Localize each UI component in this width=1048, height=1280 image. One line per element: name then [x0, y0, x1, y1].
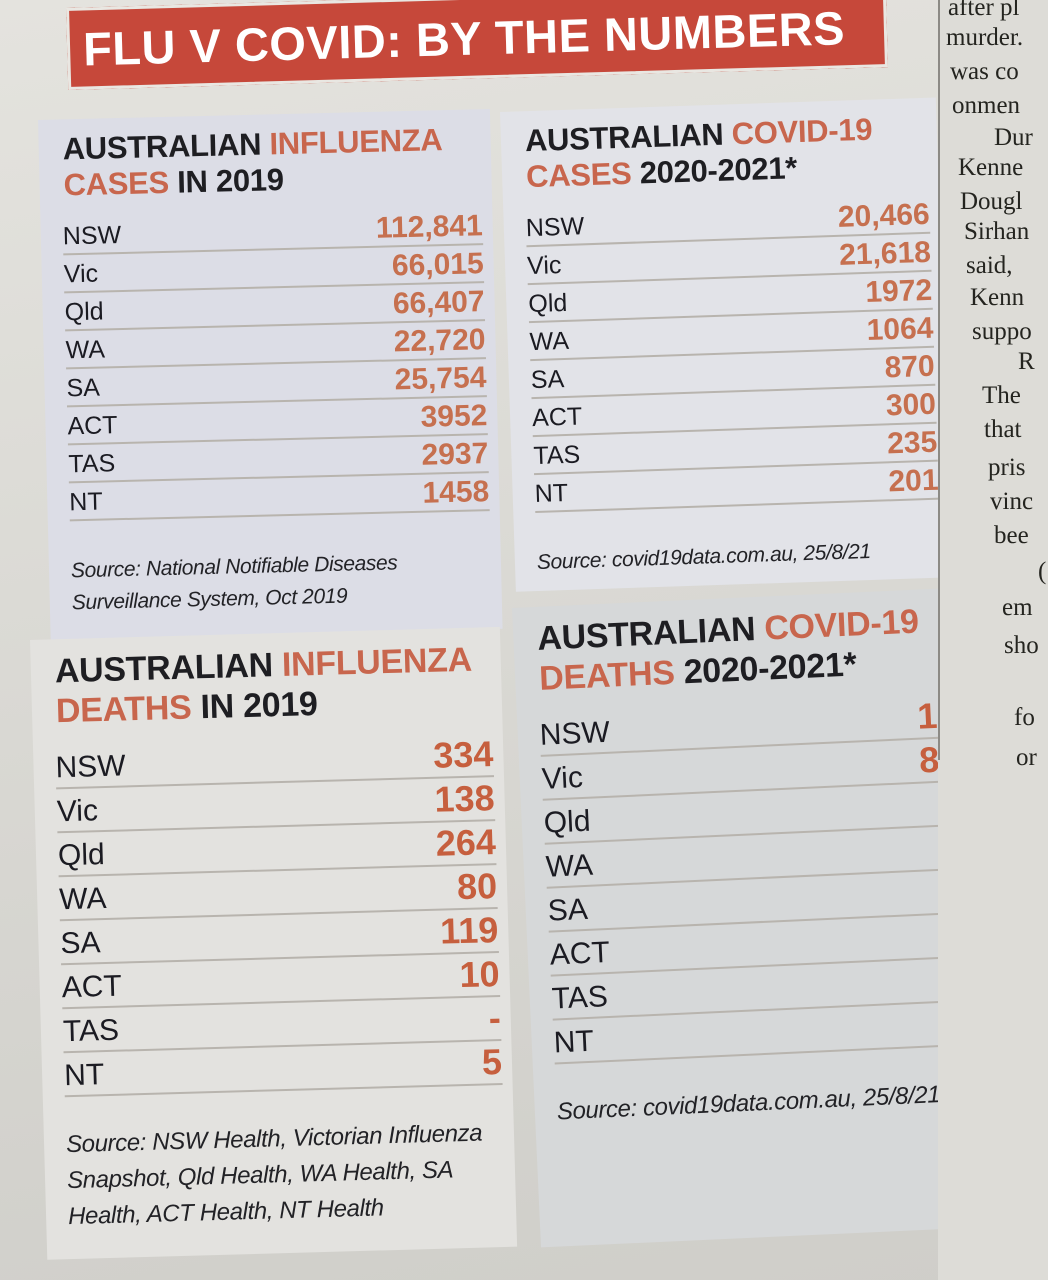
state-label: SA — [530, 365, 565, 395]
covid-cases-panel: AUSTRALIAN COVID-19 CASES 2020-2021* NSW… — [500, 97, 952, 592]
stat-value: 25,754 — [394, 361, 487, 397]
state-label: ACT — [531, 402, 583, 433]
article-fragment: onmen — [952, 92, 1021, 119]
state-label: TAS — [62, 1013, 120, 1049]
article-fragment: suppo — [972, 318, 1032, 345]
article-fragment: Dur — [994, 124, 1033, 151]
article-fragment: pris — [988, 454, 1026, 481]
state-label: ACT — [67, 411, 118, 441]
state-label: Qld — [543, 804, 592, 840]
state-label: NSW — [525, 212, 585, 243]
source-note: Source: NSW Health, Victorian Influenza … — [65, 1119, 483, 1231]
article-fragment: said, — [966, 252, 1013, 279]
state-label: WA — [545, 848, 594, 884]
state-label: Qld — [64, 297, 104, 327]
stat-value: 2937 — [421, 437, 489, 472]
article-fragment: was co — [950, 58, 1019, 85]
article-fragment: vinc — [990, 488, 1034, 515]
state-label: TAS — [532, 440, 581, 471]
source-note: Source: covid19data.com.au, 25/8/21 — [556, 1081, 941, 1126]
stat-value: 870 — [884, 349, 936, 385]
state-label: Qld — [527, 288, 568, 319]
state-label: TAS — [551, 980, 609, 1016]
article-fragment: sho — [1004, 632, 1039, 659]
state-label: Vic — [541, 760, 584, 796]
stat-value: 1458 — [422, 475, 490, 510]
stat-value: 300 — [885, 387, 937, 423]
state-label: NSW — [539, 715, 611, 752]
column-divider — [938, 0, 940, 760]
covid-deaths-panel: AUSTRALIAN COVID-19 DEATHS 2020-2021* NS… — [512, 586, 1011, 1248]
article-fragment: em — [1002, 594, 1033, 621]
article-fragment: murder. — [946, 24, 1024, 51]
state-label: SA — [547, 892, 589, 928]
state-label: NSW — [62, 221, 122, 251]
headline-title: FLU V COVID: BY THE NUMBERS — [82, 0, 846, 76]
state-label: NT — [534, 478, 569, 509]
stat-value: - — [488, 997, 502, 1039]
stat-value: 66,015 — [391, 247, 485, 283]
state-label: TAS — [68, 449, 116, 479]
stat-value: 21,618 — [838, 235, 932, 272]
state-label: WA — [58, 881, 107, 917]
article-fragment: fo — [1014, 704, 1035, 731]
state-label: WA — [65, 335, 106, 365]
state-label: NT — [69, 487, 104, 517]
stat-value: 334 — [432, 733, 494, 776]
article-fragment: The — [982, 382, 1021, 409]
state-label: NT — [63, 1058, 105, 1093]
stat-value: 22,720 — [393, 323, 486, 359]
state-label: ACT — [61, 969, 123, 1005]
state-label: ACT — [549, 935, 611, 972]
article-fragment: or — [1016, 744, 1037, 771]
state-label: WA — [529, 326, 570, 357]
headline-banner: FLU V COVID: BY THE NUMBERS — [66, 0, 888, 90]
stat-value: 3952 — [420, 399, 488, 434]
stat-value: 201 — [887, 463, 939, 499]
stat-value: 5 — [481, 1040, 503, 1083]
flu-deaths-heading: AUSTRALIAN INFLUENZA DEATHS IN 2019 — [54, 640, 473, 731]
adjacent-article-column: after pl murder. was co onmen Dur Kenne … — [938, 0, 1048, 1280]
stat-value: 10 — [458, 953, 501, 996]
stat-value: 66,407 — [392, 285, 485, 321]
stat-value: 112,841 — [375, 209, 484, 245]
article-fragment: ( — [1038, 558, 1047, 585]
covid-deaths-heading: AUSTRALIAN COVID-19 DEATHS 2020-2021* — [536, 602, 920, 698]
flu-cases-heading: AUSTRALIAN INFLUENZA CASES IN 2019 — [62, 122, 443, 203]
stat-value: 20,466 — [837, 197, 931, 234]
state-label: Vic — [56, 794, 99, 829]
stat-value: 1064 — [866, 311, 934, 347]
article-fragment: after pl — [948, 0, 1020, 21]
state-label: NT — [553, 1024, 595, 1060]
source-note: Source: covid19data.com.au, 25/8/21 — [536, 539, 872, 575]
covid-cases-heading: AUSTRALIAN COVID-19 CASES 2020-2021* — [524, 111, 873, 195]
stat-value: 1972 — [864, 273, 933, 309]
state-label: SA — [60, 926, 101, 961]
stat-value: 119 — [439, 909, 499, 952]
article-fragment: Kenn — [970, 284, 1025, 311]
article-fragment: Sirhan — [964, 218, 1030, 245]
flu-cases-table: NSW 112,841 Vic 66,015 Qld 66,407 WA 22,720 … — [62, 207, 490, 522]
stat-value: 264 — [435, 821, 497, 864]
covid-cases-table: NSW 20,466 Vic 21,618 Qld 1972 WA 1064 SA 870… — [525, 195, 940, 514]
state-label: Qld — [57, 838, 106, 873]
article-fragment: R — [1018, 348, 1035, 375]
state-label: Vic — [526, 251, 562, 281]
article-fragment: bee — [994, 522, 1029, 549]
article-fragment: that — [984, 416, 1022, 443]
stat-value: 235 — [886, 425, 938, 461]
stat-value: 80 — [456, 865, 498, 908]
source-note: Source: National Notifiable Diseases Sur… — [70, 551, 398, 615]
article-fragment: Kenne — [958, 154, 1024, 181]
state-label: Vic — [63, 259, 99, 289]
article-fragment: Dougl — [960, 188, 1023, 215]
flu-deaths-panel: AUSTRALIAN INFLUENZA DEATHS IN 2019 NSW 3… — [30, 626, 518, 1260]
state-label: SA — [66, 373, 101, 403]
state-label: NSW — [55, 749, 127, 785]
flu-deaths-table: NSW 334 Vic 138 Qld 264 WA 80 SA 119 ACT 10 TA… — [54, 733, 503, 1098]
stat-value: 138 — [433, 777, 496, 820]
flu-cases-panel: AUSTRALIAN INFLUENZA CASES IN 2019 NSW 11… — [38, 108, 503, 640]
